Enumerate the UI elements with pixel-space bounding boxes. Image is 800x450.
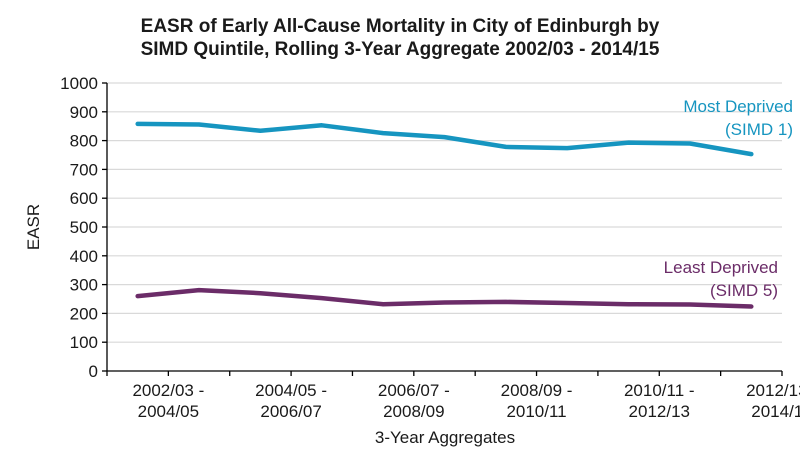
y-tick-label: 700 <box>70 160 98 179</box>
x-tick-label: 2012/13 - <box>746 381 800 400</box>
y-tick-label: 0 <box>89 362 98 381</box>
axes <box>102 82 783 376</box>
x-tick-label: 2010/11 <box>506 402 566 421</box>
x-tick-label: 2012/13 <box>629 402 690 421</box>
y-tick-label: 600 <box>70 189 98 208</box>
x-axis-title: 3-Year Aggregates <box>375 428 515 447</box>
x-tick-label: 2004/05 - <box>255 381 327 400</box>
y-tick-label: 900 <box>70 103 98 122</box>
x-tick-label: 2006/07 <box>260 402 321 421</box>
series-label: Most Deprived <box>683 97 793 116</box>
y-tick-label: 200 <box>70 304 98 323</box>
series-line-most-deprived <box>135 121 754 157</box>
x-tick-label: 2008/09 <box>383 402 444 421</box>
series-labels: Most Deprived (SIMD 1) Least Deprived (SIMD… <box>664 97 793 300</box>
y-tick-label: 500 <box>70 218 98 237</box>
y-axis-title: EASR <box>24 204 43 250</box>
y-tick-label: 400 <box>70 247 98 266</box>
y-tick-label: 800 <box>70 132 98 151</box>
x-tick-label: 2006/07 - <box>378 381 450 400</box>
x-tick-labels: 2002/03 - 2004/05 2004/05 - 2006/07 2006/07 … <box>132 381 800 421</box>
y-tick-label: 1000 <box>60 74 98 93</box>
y-tick-labels: 0 100 200 300 400 500 600 700 800 900 1000 <box>60 74 98 381</box>
y-tick-label: 300 <box>70 276 98 295</box>
series-label: (SIMD 1) <box>725 120 793 139</box>
chart-title-line-2: SIMD Quintile, Rolling 3-Year Aggregate … <box>141 39 660 60</box>
x-tick-label: 2014/15 <box>751 402 800 421</box>
gridlines <box>107 82 782 343</box>
chart-title: EASR of Early All-Cause Mortality in Cit… <box>141 16 660 60</box>
x-tick-label: 2004/05 <box>138 402 199 421</box>
series-label: (SIMD 5) <box>710 281 778 300</box>
y-tick-label: 100 <box>70 333 98 352</box>
x-tick-label: 2008/09 - <box>501 381 573 400</box>
x-tick-label: 2002/03 - <box>132 381 204 400</box>
chart-title-line-1: EASR of Early All-Cause Mortality in Cit… <box>141 16 660 37</box>
series-line-least-deprived <box>135 287 754 309</box>
series-lines <box>135 121 754 309</box>
series-label: Least Deprived <box>664 258 778 277</box>
x-tick-label: 2010/11 - <box>624 381 695 400</box>
